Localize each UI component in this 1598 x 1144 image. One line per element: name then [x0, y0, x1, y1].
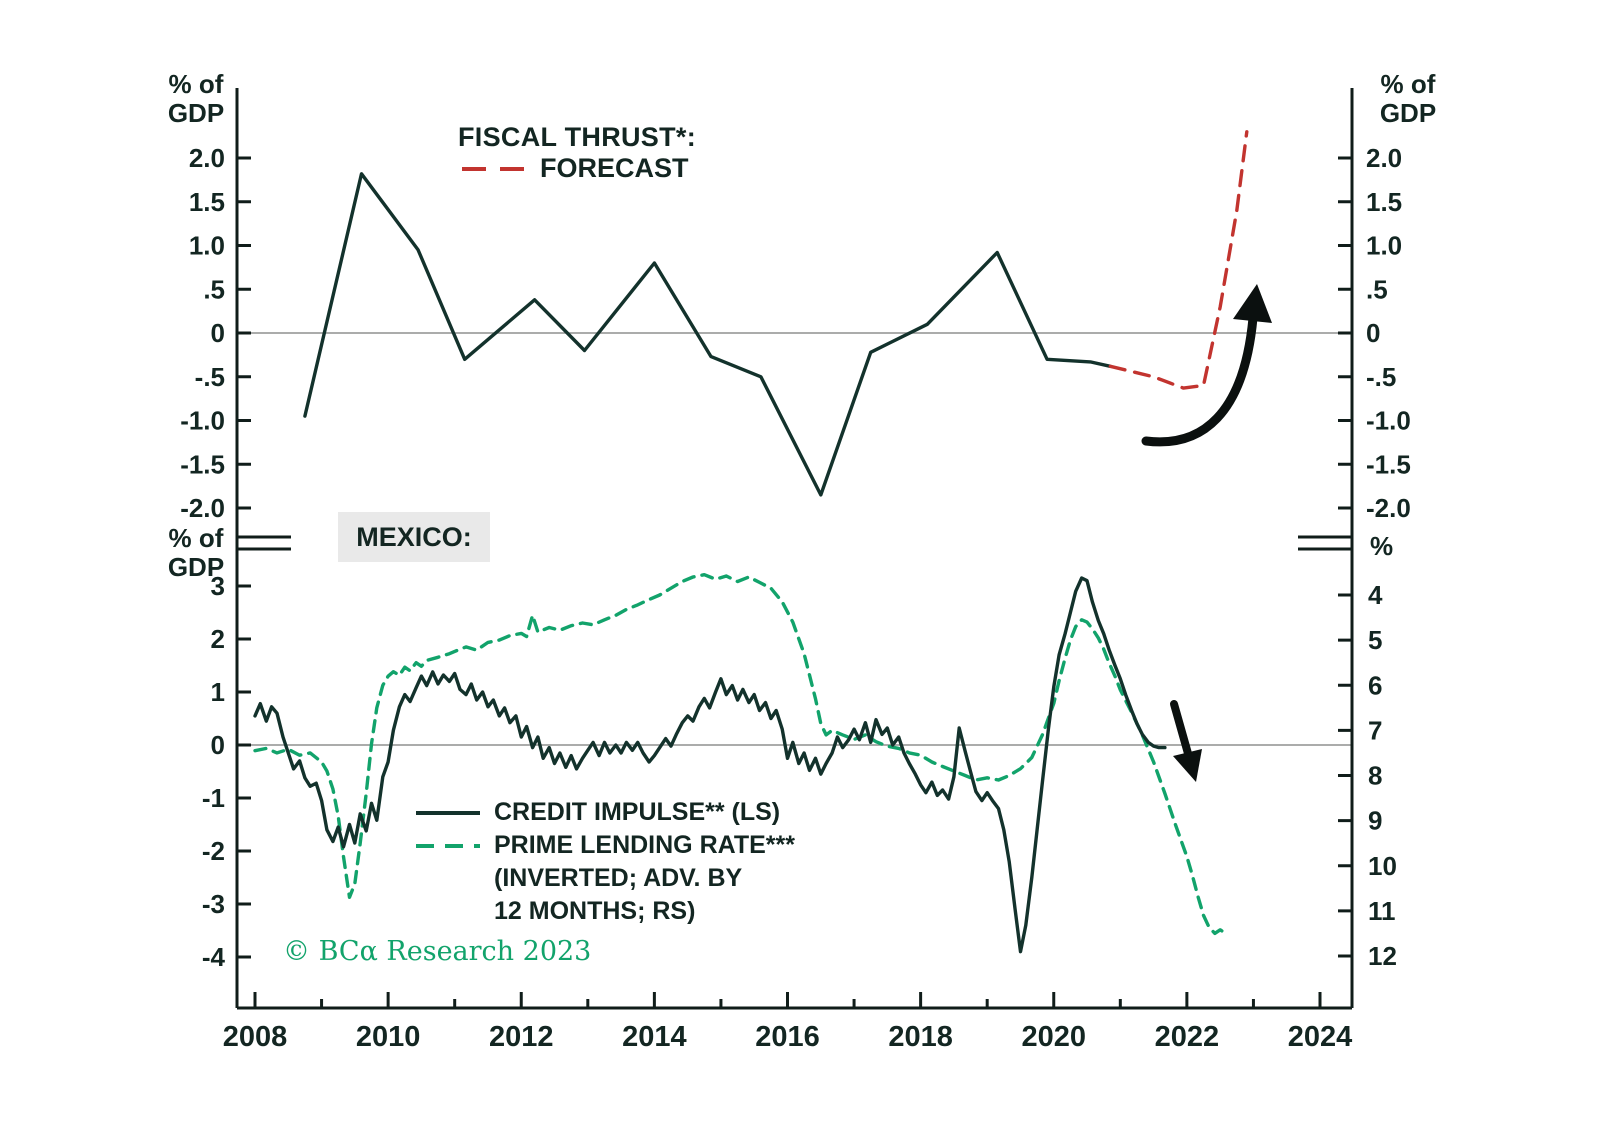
y-tick-label-right: 1.5 [1366, 187, 1402, 217]
y-tick-label-right: 11 [1368, 896, 1396, 926]
prime-rate-legend: PRIME LENDING RATE*** [416, 829, 795, 862]
unit-line-pct-of: % of [168, 523, 224, 553]
down-arrowhead-icon [1173, 749, 1202, 782]
prime-rate-legend-label-2: (INVERTED; ADV. BY [494, 864, 743, 892]
y-tick-label-right: -1.0 [1366, 406, 1411, 436]
y-tick-label-left: -2.0 [180, 493, 225, 523]
y-tick-label-right: -.5 [1366, 362, 1396, 392]
y-tick-label-left: 2 [211, 624, 225, 654]
y-tick-label-left: -3 [202, 889, 225, 919]
y-tick-label-left: 1.0 [189, 231, 225, 261]
prime-rate-legend-label-1: PRIME LENDING RATE*** [494, 831, 795, 859]
x-tick-label: 2010 [356, 1021, 421, 1053]
y-tick-label-left: -4 [202, 942, 226, 972]
curved-up-arrow-icon [1141, 313, 1258, 447]
forecast-legend-label: FORECAST [540, 153, 689, 183]
series-credit-impulse [253, 576, 1167, 954]
y-tick-label-right: -2.0 [1366, 493, 1411, 523]
y-axis-unit-bottom-right: % [1370, 531, 1394, 561]
y-tick-label-right: 12 [1368, 941, 1397, 971]
y-tick-label-left: 1.5 [189, 187, 225, 217]
y-axis-unit-bottom-left: % of GDP [156, 524, 236, 581]
y-tick-label-left: 0 [211, 730, 225, 760]
y-tick-label-right: 6 [1368, 670, 1382, 700]
y-tick-label-left: 0 [211, 318, 225, 348]
y-tick-label-right: 9 [1368, 806, 1382, 836]
x-tick-label: 2020 [1021, 1021, 1086, 1053]
x-tick-label: 2014 [622, 1021, 687, 1053]
y-tick-label-right: -1.5 [1366, 449, 1411, 479]
credit-impulse-legend: CREDIT IMPULSE** (LS) [416, 796, 795, 829]
y-tick-label-right: 7 [1368, 715, 1382, 745]
country-label: MEXICO: [338, 512, 490, 562]
prime-rate-legend-line2: (INVERTED; ADV. BY [416, 862, 795, 895]
forecast-dash-sample-icon [462, 166, 526, 171]
y-tick-label-right: 10 [1368, 851, 1397, 881]
y-tick-label-left: -1 [202, 783, 225, 813]
series-prime-lending-rate-inverted [253, 573, 1228, 936]
y-tick-label-left: 2.0 [189, 143, 225, 173]
unit-line-gdp: GDP [167, 97, 225, 128]
copyright-notice: © BCα Research 2023 [283, 936, 592, 967]
x-tick-label: 2016 [755, 1021, 820, 1053]
green-dash-sample-icon [416, 843, 480, 848]
x-tick-label: 2024 [1288, 1021, 1353, 1053]
series-fiscal-thrust-actual [303, 172, 1112, 497]
y-tick-label-left: .5 [203, 274, 225, 304]
y-tick-label-right: 2.0 [1366, 143, 1402, 173]
y-tick-label-right: 4 [1368, 580, 1383, 610]
y-tick-label-left: 3 [211, 571, 225, 601]
down-arrow-icon [1170, 700, 1193, 761]
unit-line-pct-of: % of [1380, 69, 1436, 99]
prime-rate-legend-label-3: 12 MONTHS; RS) [494, 897, 696, 925]
y-tick-label-left: 1 [211, 677, 225, 707]
y-tick-label-left: -1.0 [180, 406, 225, 436]
x-tick-label: 2022 [1155, 1021, 1220, 1053]
unit-line-gdp: GDP [167, 551, 225, 582]
credit-impulse-legend-label: CREDIT IMPULSE** (LS) [494, 798, 781, 826]
y-axis-unit-top-right: % of GDP [1368, 70, 1448, 127]
y-tick-label-right: 0 [1366, 318, 1380, 348]
x-tick-label: 2008 [223, 1021, 288, 1053]
curved-up-arrowhead-icon [1233, 284, 1272, 323]
y-tick-label-left: -2 [202, 836, 225, 866]
y-tick-label-left: -1.5 [180, 449, 225, 479]
x-tick-label: 2012 [489, 1021, 554, 1053]
unit-line-pct-of: % of [168, 69, 224, 99]
y-tick-label-right: 1.0 [1366, 231, 1402, 261]
solid-line-sample-icon [416, 810, 480, 815]
y-tick-label-left: -.5 [195, 362, 225, 392]
y-axis-unit-top-left: % of GDP [156, 70, 236, 127]
forecast-legend: FORECAST [462, 152, 689, 185]
prime-rate-legend-line3: 12 MONTHS; RS) [416, 895, 795, 928]
fiscal-thrust-title: FISCAL THRUST*: [458, 122, 696, 152]
series-fiscal-thrust-forecast [1108, 130, 1249, 390]
unit-line-gdp: GDP [1379, 97, 1437, 128]
x-tick-label: 2018 [888, 1021, 953, 1053]
y-tick-label-right: .5 [1366, 274, 1388, 304]
y-tick-label-right: 5 [1368, 625, 1382, 655]
y-tick-label-right: 8 [1368, 761, 1382, 791]
bottom-legend: CREDIT IMPULSE** (LS) PRIME LENDING RATE… [416, 796, 795, 928]
